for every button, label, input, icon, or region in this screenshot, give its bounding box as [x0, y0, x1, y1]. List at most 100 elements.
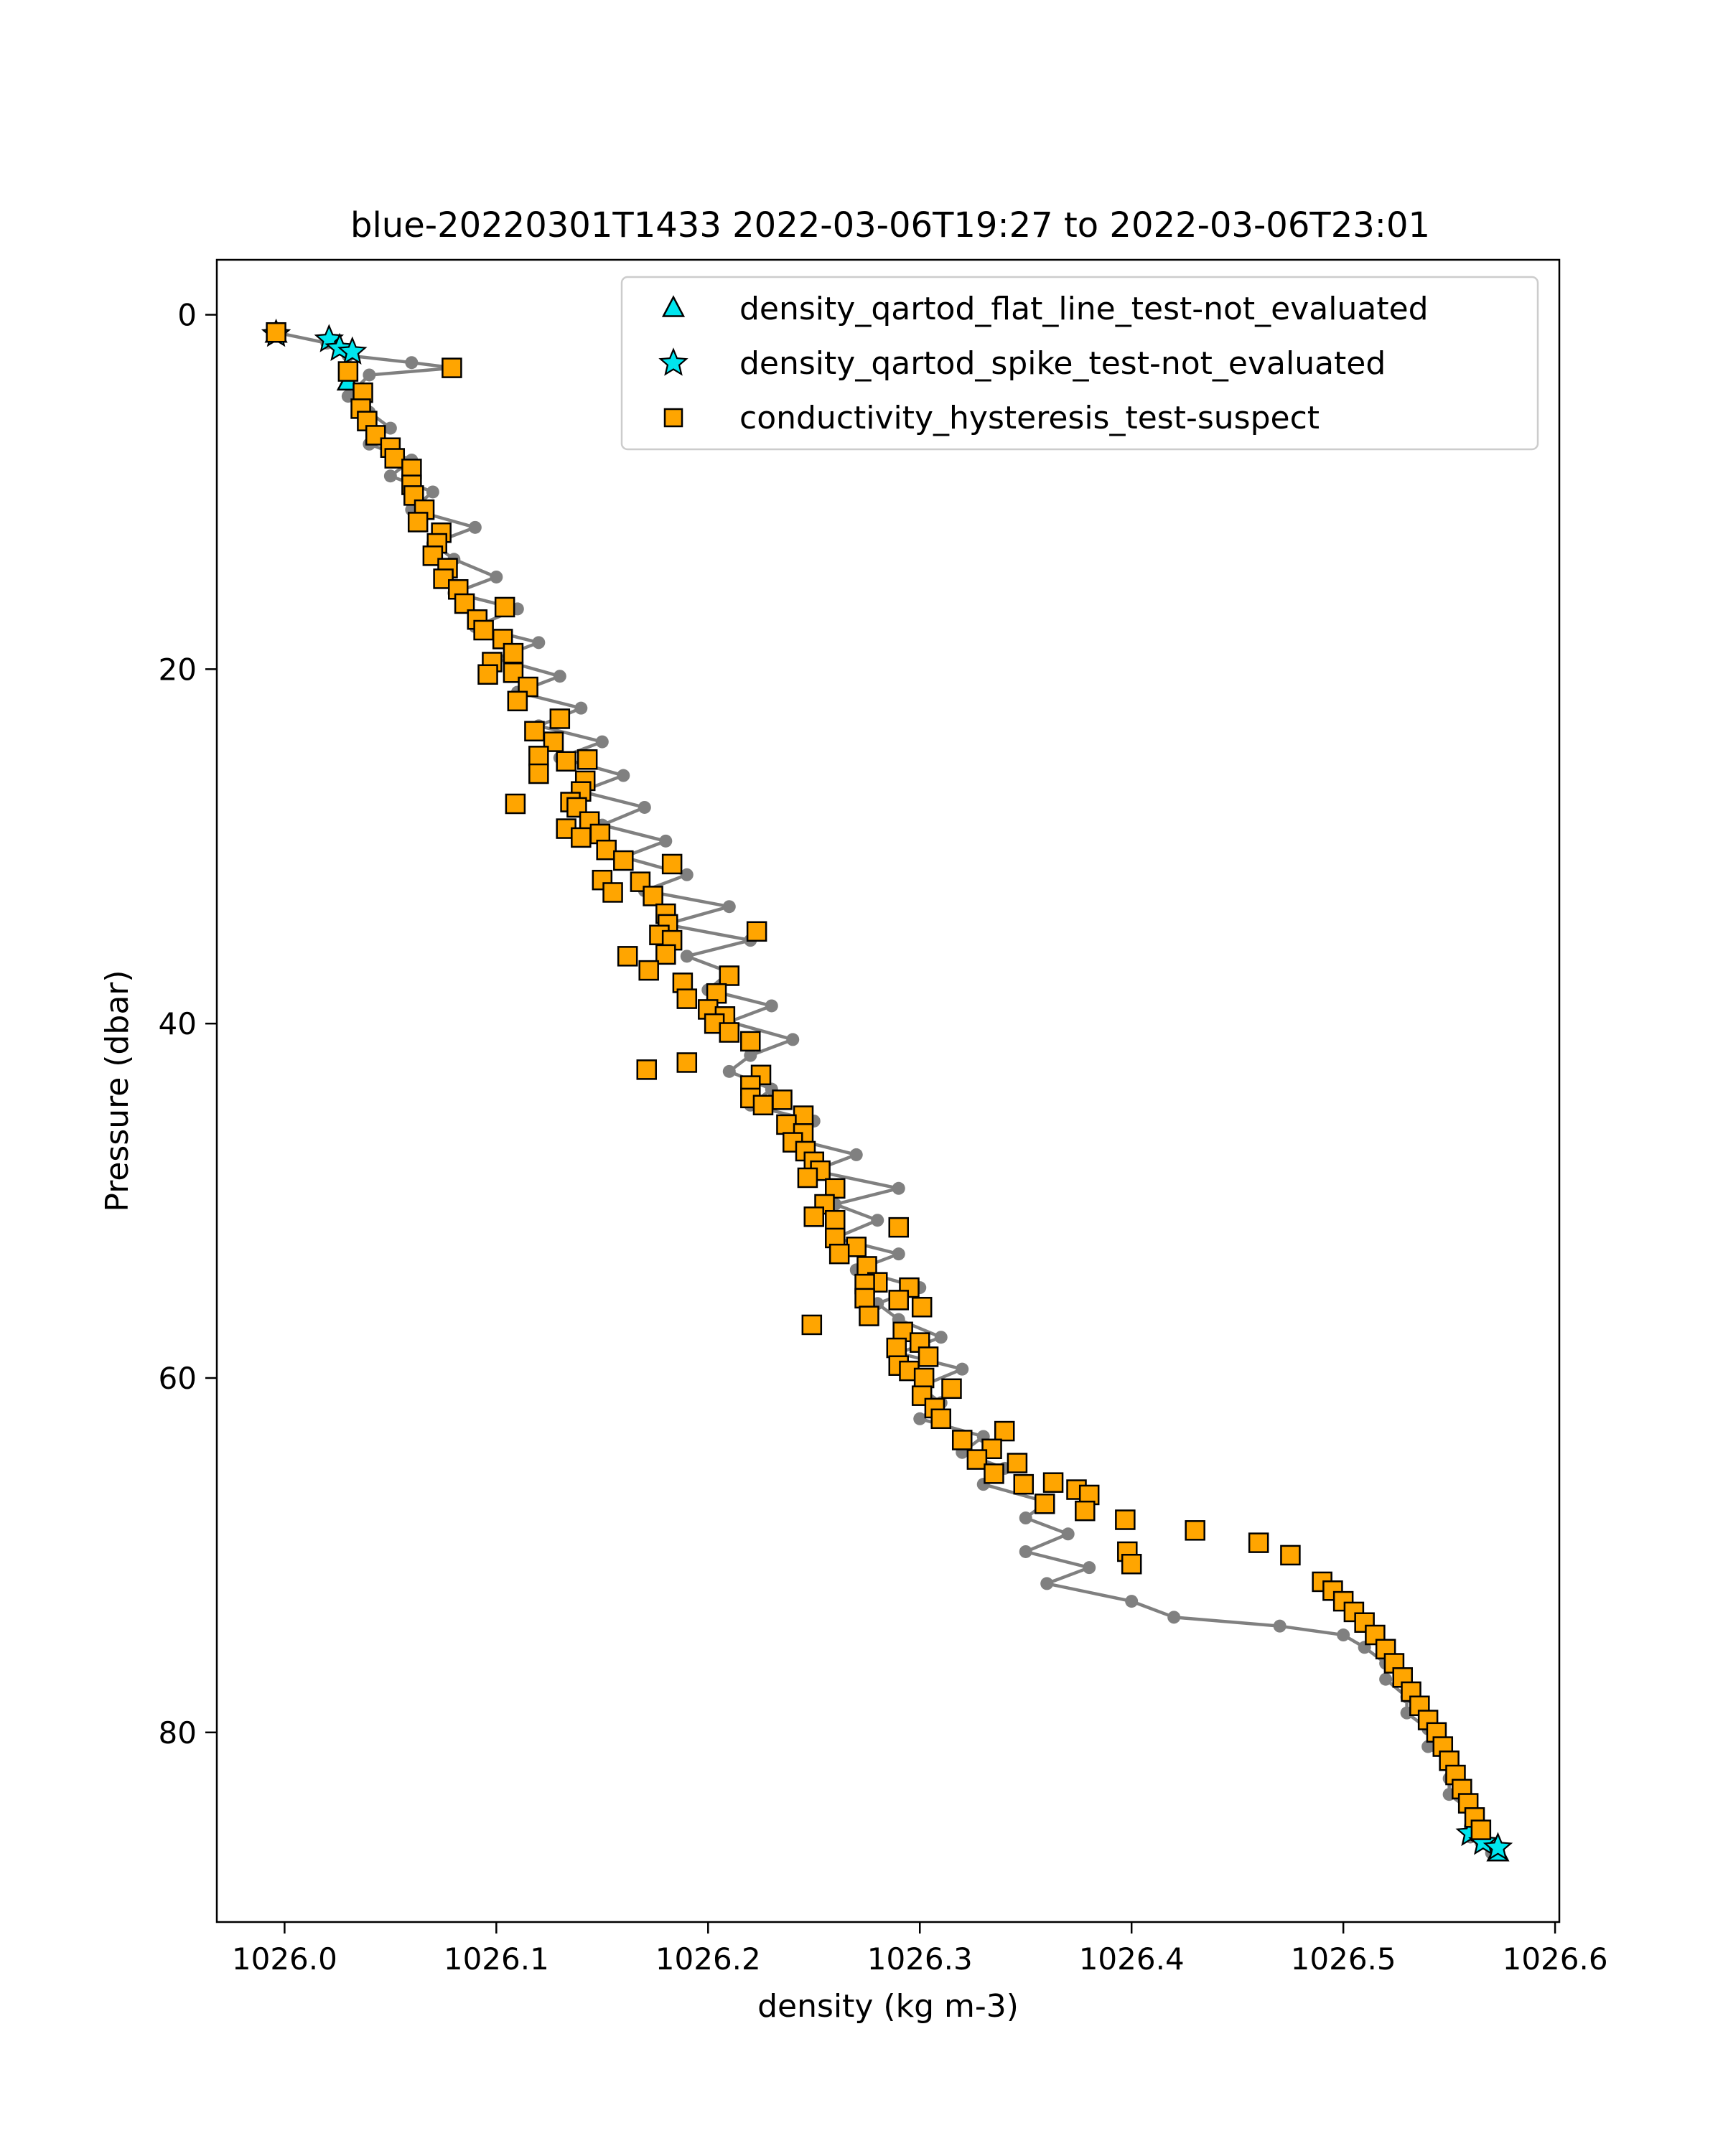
legend-label: density_qartod_spike_test-not_evaluated: [739, 345, 1386, 382]
square-marker: [643, 886, 663, 906]
square-marker: [636, 1059, 658, 1080]
square-marker: [803, 1206, 825, 1227]
profile-point: [468, 520, 482, 534]
square-marker: [846, 1237, 867, 1257]
profile-point: [722, 1064, 736, 1078]
square-marker: [1185, 1520, 1205, 1541]
y-tick-label: 20: [159, 652, 197, 687]
square-marker: [494, 596, 515, 618]
square-marker: [503, 642, 524, 664]
square-marker: [951, 1430, 973, 1450]
square-marker: [337, 361, 359, 382]
profile-point: [680, 950, 694, 963]
square-marker: [859, 1306, 879, 1326]
square-marker: [1035, 1494, 1055, 1514]
x-tick-label: 1026.0: [232, 1941, 337, 1977]
profile-point: [1421, 1740, 1435, 1753]
profile-point: [913, 1412, 927, 1425]
profile-point: [849, 1148, 863, 1161]
profile-point: [1273, 1619, 1287, 1633]
square-marker: [676, 988, 698, 1009]
square-marker: [752, 1095, 774, 1116]
profile-point: [1125, 1595, 1139, 1608]
profile-point: [722, 900, 736, 914]
profile-point: [680, 868, 694, 881]
square-marker: [602, 882, 623, 903]
y-axis: 0 20 40 60 80: [159, 298, 217, 1750]
profile-point: [765, 999, 778, 1013]
square-marker: [913, 1367, 935, 1389]
profile-point: [892, 1247, 905, 1261]
profile-point: [490, 570, 503, 583]
y-tick-label: 0: [177, 298, 197, 333]
x-axis-label: density (kg m-3): [757, 1988, 1019, 2025]
x-tick-label: 1026.2: [655, 1941, 761, 1977]
square-marker: [596, 839, 617, 861]
square-marker: [911, 1296, 933, 1318]
legend-square-marker: [663, 408, 683, 428]
profile-point: [553, 670, 566, 683]
profile-point: [1040, 1577, 1054, 1590]
square-marker: [797, 1167, 818, 1189]
square-marker: [828, 1243, 850, 1265]
square-marker: [719, 965, 740, 986]
profile-point: [1019, 1511, 1032, 1525]
profile-point: [426, 485, 439, 499]
legend-box: [620, 276, 1539, 451]
square-marker: [941, 1378, 962, 1400]
square-marker: [442, 357, 462, 378]
square-marker: [888, 1290, 909, 1311]
y-tick-label: 40: [159, 1006, 197, 1041]
square-marker: [984, 1463, 1004, 1484]
profile-point: [1167, 1611, 1181, 1624]
y-tick-label: 80: [159, 1715, 197, 1750]
profile-point: [638, 800, 651, 814]
square-marker: [571, 827, 592, 848]
star-marker: [337, 336, 368, 365]
square-marker: [566, 797, 587, 818]
square-marker: [746, 921, 767, 942]
square-marker: [793, 1105, 814, 1126]
profile-point: [934, 1331, 948, 1344]
profile-point: [617, 769, 630, 782]
square-marker: [825, 1209, 846, 1231]
square-marker: [854, 1288, 875, 1309]
square-marker: [719, 1022, 740, 1043]
square-marker: [524, 721, 545, 742]
legend-triangle-marker: [661, 295, 686, 317]
legend-label: density_qartod_flat_line_test-not_evalua…: [739, 291, 1429, 327]
square-marker: [1248, 1532, 1269, 1553]
profile-point: [1083, 1561, 1096, 1575]
profile-point: [405, 356, 419, 370]
profile-point: [786, 1033, 800, 1046]
chart-title: blue-20220301T1433 2022-03-06T19:27 to 2…: [350, 205, 1430, 245]
square-marker: [886, 1337, 907, 1359]
x-tick-label: 1026.4: [1079, 1941, 1185, 1977]
profile-point: [1019, 1545, 1032, 1558]
profile-point: [659, 834, 673, 848]
square-marker: [776, 1114, 797, 1135]
square-marker: [655, 944, 676, 965]
square-marker: [613, 850, 634, 871]
square-marker: [1121, 1553, 1142, 1575]
series-square: [266, 322, 1492, 1840]
x-tick-label: 1026.1: [444, 1941, 549, 1977]
square-marker: [801, 1314, 823, 1336]
profile-point: [956, 1362, 969, 1376]
axes-frame: [215, 258, 1561, 1923]
profile-point: [595, 735, 609, 749]
square-marker: [556, 751, 576, 772]
profile-point: [1379, 1672, 1393, 1686]
square-marker: [477, 664, 498, 685]
square-marker: [1042, 1472, 1064, 1493]
square-marker: [384, 448, 406, 469]
star-marker: [1482, 1832, 1513, 1860]
y-tick-label: 60: [159, 1361, 197, 1396]
profile-point: [1061, 1527, 1075, 1541]
square-marker: [576, 749, 598, 770]
square-marker: [407, 512, 429, 533]
square-marker: [503, 662, 524, 683]
square-marker: [473, 619, 494, 641]
legend-star-marker: [658, 347, 688, 376]
